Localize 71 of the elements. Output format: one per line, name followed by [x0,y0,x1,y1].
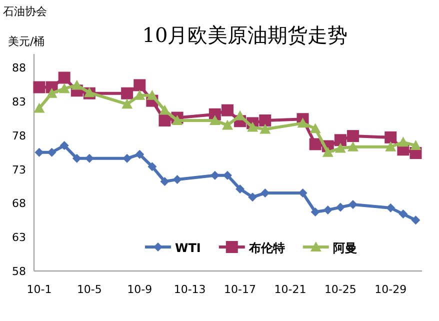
point [172,174,182,184]
legend-label: 阿曼 [332,241,357,255]
legend-label: 布伦特 [248,241,285,255]
point [384,131,397,144]
point [385,141,396,152]
point [411,216,420,225]
y-tick-label: 63 [12,231,26,244]
point [34,102,45,113]
point [297,118,308,128]
point [58,83,70,94]
ylabel: 美元/桶 [8,35,45,48]
y-tick-label: 83 [12,95,26,108]
x-tick-label: 10-25 [324,283,356,296]
point [260,124,271,134]
x-tick-label: 10-5 [76,283,102,296]
point [172,114,183,125]
point [334,142,346,153]
point [134,79,146,92]
point [410,140,422,150]
point [346,130,359,142]
x-tick-label: 10-17 [224,283,256,296]
y-tick-label: 58 [12,265,26,278]
point [323,205,332,214]
point [234,110,246,120]
point [348,200,358,210]
point [122,154,132,163]
point [122,98,133,109]
point [322,146,334,157]
legend-label: WTI [175,241,201,255]
point [210,170,220,180]
point [259,114,272,126]
point [310,123,321,134]
x-tick-label: 10-9 [127,283,152,296]
x-tick-label: 10-1 [26,283,52,296]
point [247,122,258,132]
point [236,184,245,194]
point [309,138,322,150]
point [334,134,346,146]
point [158,114,171,126]
point [72,154,82,163]
point [159,104,170,115]
point [60,141,69,150]
point [146,90,158,100]
y-tick-label: 88 [12,62,26,75]
point [33,81,46,94]
y-tick-label: 73 [12,163,26,176]
point [347,141,358,152]
x-tick-label: 10-29 [374,283,407,296]
point [222,120,233,130]
y-tick-label: 78 [12,129,26,142]
point [336,202,345,212]
point [135,150,144,159]
point [148,162,157,172]
point [386,203,396,212]
point [134,90,146,100]
title: 10月欧美原油期货走势 [142,23,348,47]
point [209,114,220,125]
point [58,72,70,84]
point [310,208,320,217]
x-tick-label: 10-13 [174,283,206,296]
point [398,136,409,147]
y-tick-label: 68 [12,197,26,210]
point [221,104,234,116]
annotation: 石油协会 [3,5,47,18]
point [398,210,408,219]
point [248,192,258,202]
point [160,176,170,186]
point [71,80,82,90]
point [46,88,58,98]
x-tick-label: 10-21 [274,283,306,296]
point [121,87,134,100]
